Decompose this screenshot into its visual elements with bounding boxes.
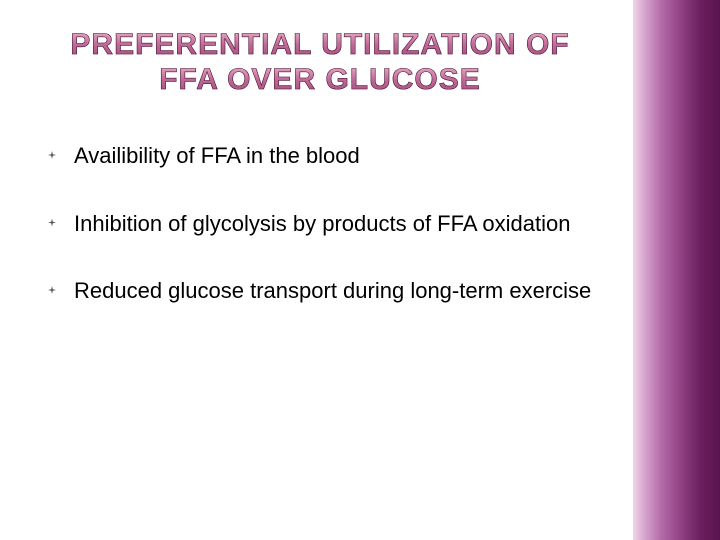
bullet-text: Reduced glucose transport during long-te… — [74, 278, 591, 303]
list-item: Inhibition of glycolysis by products of … — [48, 210, 600, 238]
slide-title: PREFERENTIAL UTILIZATION OF FFA OVER GLU… — [40, 28, 600, 97]
bullet-text: Availibility of FFA in the blood — [74, 143, 360, 168]
list-item: Reduced glucose transport during long-te… — [48, 277, 600, 305]
title-line-2: FFA OVER GLUCOSE — [159, 63, 481, 96]
title-line-1: PREFERENTIAL UTILIZATION OF — [70, 28, 569, 61]
bullet-text: Inhibition of glycolysis by products of … — [74, 211, 570, 236]
slide-content: PREFERENTIAL UTILIZATION OF FFA OVER GLU… — [0, 0, 630, 540]
bullet-list: Availibility of FFA in the blood Inhibit… — [40, 142, 600, 305]
list-item: Availibility of FFA in the blood — [48, 142, 600, 170]
decorative-side-band — [630, 0, 720, 540]
